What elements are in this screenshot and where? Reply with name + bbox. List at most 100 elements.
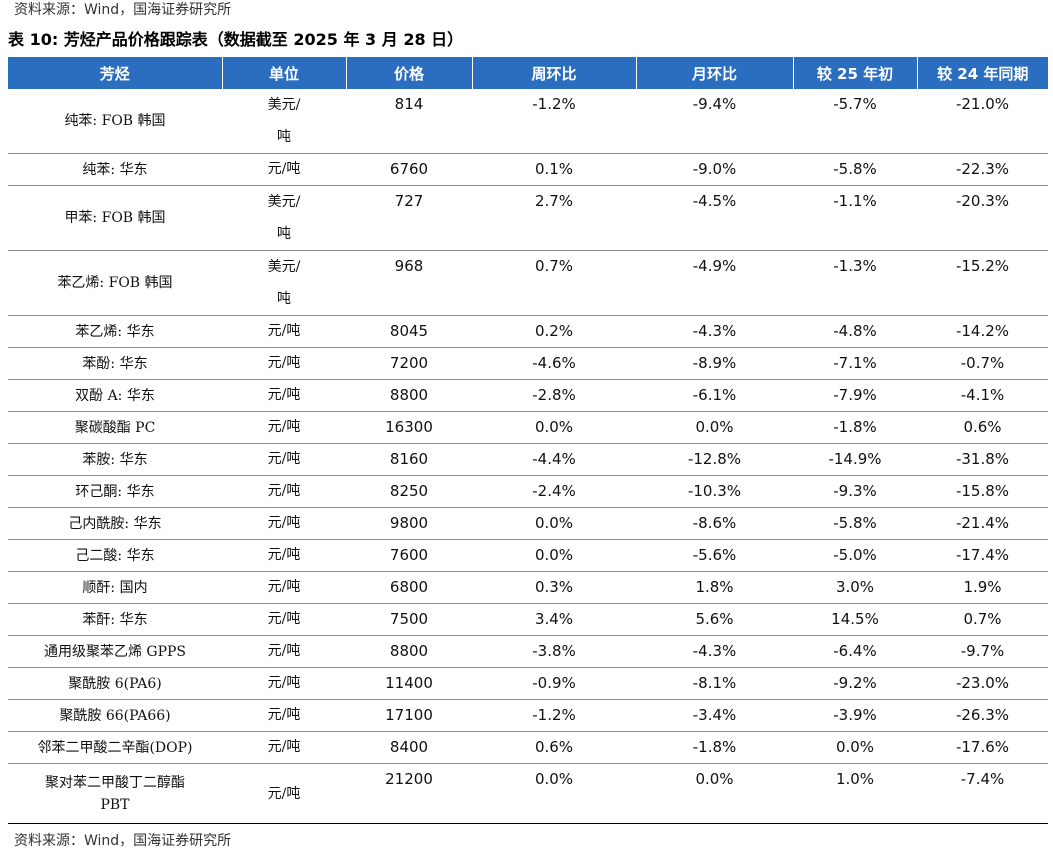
product-name-cell: 通用级聚苯乙烯 GPPS [8, 635, 222, 668]
wow-change-cell: -3.8% [472, 635, 636, 668]
table-row: 环己酮: 华东 元/吨 8250 -2.4% -10.3% -9.3% -15.8% [8, 475, 1048, 508]
yoy-change-cell: -21.4% [917, 507, 1048, 540]
wow-change-cell: -1.2% [472, 89, 636, 154]
product-name-cell: 聚碳酸酯 PC [8, 411, 222, 444]
unit-cell: 元/吨 [222, 699, 346, 732]
wow-change-cell: 0.3% [472, 571, 636, 604]
unit-cell: 元/吨 [222, 315, 346, 348]
ytd-change-cell: -7.1% [793, 347, 917, 380]
table-row: 聚对苯二甲酸丁二醇酯 PBT 元/吨 21200 0.0% 0.0% 1.0% -7.4% [8, 763, 1048, 824]
mom-change-cell: -10.3% [636, 475, 793, 508]
mom-change-cell: 0.0% [636, 763, 793, 824]
price-cell: 16300 [346, 411, 472, 444]
product-name-cell: 聚对苯二甲酸丁二醇酯 PBT [8, 763, 222, 824]
yoy-change-cell: -26.3% [917, 699, 1048, 732]
ytd-change-cell: -1.8% [793, 411, 917, 444]
header-product: 芳烃 [8, 57, 223, 89]
product-name-cell: 苯酚: 华东 [8, 347, 222, 380]
table-row: 纯苯: FOB 韩国 美元/ 吨 814 -1.2% -9.4% -5.7% -21.0% [8, 89, 1048, 154]
mom-change-cell: -12.8% [636, 443, 793, 476]
mom-change-cell: -4.3% [636, 315, 793, 348]
table-row: 邻苯二甲酸二辛酯(DOP) 元/吨 8400 0.6% -1.8% 0.0% -17.6% [8, 731, 1048, 764]
table-row: 苯乙烯: FOB 韩国 美元/ 吨 968 0.7% -4.9% -1.3% -15.2% [8, 250, 1048, 316]
unit-cell: 元/吨 [222, 379, 346, 412]
table-row: 双酚 A: 华东 元/吨 8800 -2.8% -6.1% -7.9% -4.1% [8, 379, 1048, 412]
price-cell: 727 [346, 185, 472, 251]
product-name-cell: 苯胺: 华东 [8, 443, 222, 476]
mom-change-cell: -3.4% [636, 699, 793, 732]
table-row: 顺酐: 国内 元/吨 6800 0.3% 1.8% 3.0% 1.9% [8, 571, 1048, 604]
wow-change-cell: 3.4% [472, 603, 636, 636]
ytd-change-cell: -9.3% [793, 475, 917, 508]
table-row: 通用级聚苯乙烯 GPPS 元/吨 8800 -3.8% -4.3% -6.4% -9.7% [8, 635, 1048, 668]
source-note-bottom: 资料来源：Wind，国海证券研究所 [14, 833, 232, 849]
table-row: 聚碳酸酯 PC 元/吨 16300 0.0% 0.0% -1.8% 0.6% [8, 411, 1048, 444]
table-row: 苯酚: 华东 元/吨 7200 -4.6% -8.9% -7.1% -0.7% [8, 347, 1048, 380]
product-name-cell: 顺酐: 国内 [8, 571, 222, 604]
unit-cell: 元/吨 [222, 539, 346, 572]
ytd-change-cell: 14.5% [793, 603, 917, 636]
unit-cell: 元/吨 [222, 571, 346, 604]
table-row: 甲苯: FOB 韩国 美元/ 吨 727 2.7% -4.5% -1.1% -20.3% [8, 185, 1048, 251]
ytd-change-cell: -6.4% [793, 635, 917, 668]
wow-change-cell: 2.7% [472, 185, 636, 251]
yoy-change-cell: -15.8% [917, 475, 1048, 508]
mom-change-cell: -8.1% [636, 667, 793, 700]
price-cell: 17100 [346, 699, 472, 732]
table-row: 苯胺: 华东 元/吨 8160 -4.4% -12.8% -14.9% -31.8% [8, 443, 1048, 476]
wow-change-cell: -0.9% [472, 667, 636, 700]
mom-change-cell: -1.8% [636, 731, 793, 764]
mom-change-cell: -9.0% [636, 153, 793, 186]
ytd-change-cell: 3.0% [793, 571, 917, 604]
price-cell: 7500 [346, 603, 472, 636]
ytd-change-cell: -5.8% [793, 153, 917, 186]
ytd-change-cell: -5.7% [793, 89, 917, 154]
price-cell: 8800 [346, 635, 472, 668]
wow-change-cell: -4.4% [472, 443, 636, 476]
yoy-change-cell: -14.2% [917, 315, 1048, 348]
mom-change-cell: 5.6% [636, 603, 793, 636]
mom-change-cell: -4.9% [636, 250, 793, 316]
yoy-change-cell: -9.7% [917, 635, 1048, 668]
ytd-change-cell: -4.8% [793, 315, 917, 348]
product-name-cell: 苯酐: 华东 [8, 603, 222, 636]
unit-cell: 元/吨 [222, 635, 346, 668]
wow-change-cell: -4.6% [472, 347, 636, 380]
wow-change-cell: -2.8% [472, 379, 636, 412]
mom-change-cell: -9.4% [636, 89, 793, 154]
yoy-change-cell: -4.1% [917, 379, 1048, 412]
price-cell: 968 [346, 250, 472, 316]
price-cell: 8045 [346, 315, 472, 348]
table-title: 表 10: 芳烃产品价格跟踪表（数据截至 2025 年 3 月 28 日） [8, 30, 464, 49]
product-name-cell: 苯乙烯: FOB 韩国 [8, 250, 222, 316]
product-name-cell: 己二酸: 华东 [8, 539, 222, 572]
price-cell: 9800 [346, 507, 472, 540]
table-row: 纯苯: 华东 元/吨 6760 0.1% -9.0% -5.8% -22.3% [8, 153, 1048, 186]
price-cell: 8160 [346, 443, 472, 476]
yoy-change-cell: -0.7% [917, 347, 1048, 380]
ytd-change-cell: -5.8% [793, 507, 917, 540]
ytd-change-cell: 0.0% [793, 731, 917, 764]
unit-cell: 元/吨 [222, 507, 346, 540]
header-wow: 周环比 [472, 57, 637, 89]
product-name-cell: 苯乙烯: 华东 [8, 315, 222, 348]
product-name-cell: 聚酰胺 66(PA66) [8, 699, 222, 732]
product-name-cell: 纯苯: FOB 韩国 [8, 89, 222, 154]
yoy-change-cell: -17.4% [917, 539, 1048, 572]
mom-change-cell: -4.3% [636, 635, 793, 668]
unit-cell: 美元/ 吨 [222, 89, 346, 154]
yoy-change-cell: -23.0% [917, 667, 1048, 700]
wow-change-cell: 0.0% [472, 411, 636, 444]
price-cell: 814 [346, 89, 472, 154]
unit-cell: 元/吨 [222, 667, 346, 700]
table-row: 聚酰胺 6(PA6) 元/吨 11400 -0.9% -8.1% -9.2% -23.0% [8, 667, 1048, 700]
wow-change-cell: 0.1% [472, 153, 636, 186]
wow-change-cell: 0.0% [472, 763, 636, 824]
yoy-change-cell: -21.0% [917, 89, 1048, 154]
wow-change-cell: -2.4% [472, 475, 636, 508]
product-name-cell: 双酚 A: 华东 [8, 379, 222, 412]
mom-change-cell: -6.1% [636, 379, 793, 412]
ytd-change-cell: -3.9% [793, 699, 917, 732]
source-note-top: 资料来源：Wind，国海证券研究所 [14, 2, 232, 18]
wow-change-cell: -1.2% [472, 699, 636, 732]
